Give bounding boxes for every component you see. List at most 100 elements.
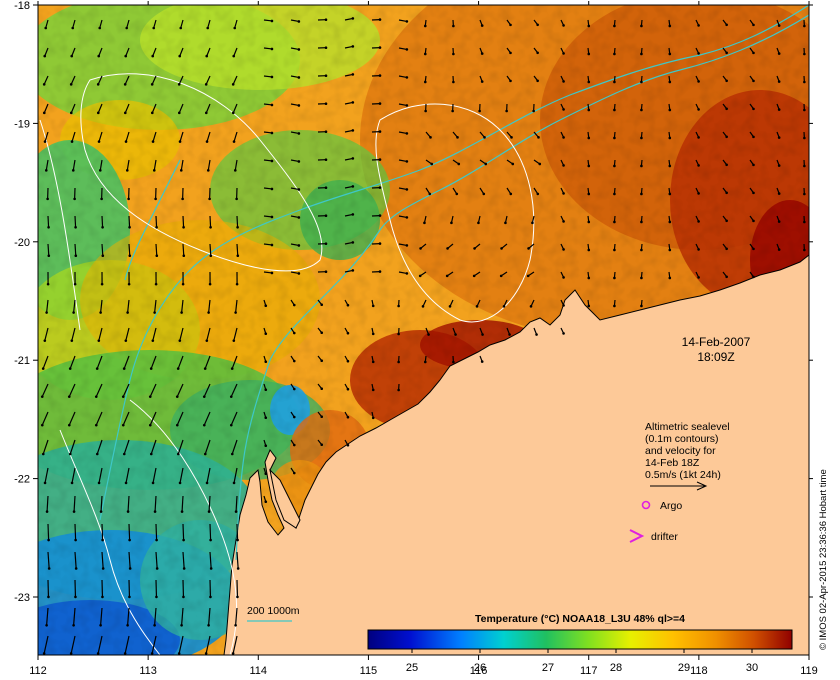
velocity-vector-head bbox=[378, 74, 382, 77]
velocity-vector-head bbox=[231, 652, 235, 655]
velocity-vector-head bbox=[67, 395, 71, 398]
velocity-vector-head bbox=[128, 595, 131, 599]
velocity-vector-head bbox=[270, 215, 274, 219]
velocity-vector-head bbox=[264, 416, 268, 420]
velocity-vector-head bbox=[351, 185, 355, 188]
velocity-vector bbox=[398, 271, 407, 275]
velocity-vector-head bbox=[668, 192, 672, 196]
velocity-vector-head bbox=[587, 24, 591, 28]
latitude-axis: -18 -19 -20 -21 -22 -23 bbox=[14, 0, 813, 604]
velocity-vector bbox=[47, 551, 50, 569]
velocity-vector-head bbox=[234, 623, 237, 627]
velocity-vector bbox=[344, 73, 353, 77]
velocity-vector bbox=[152, 47, 157, 57]
velocity-vector bbox=[344, 269, 353, 273]
velocity-vector-head bbox=[72, 510, 76, 513]
velocity-vector-head bbox=[123, 652, 127, 655]
velocity-vector bbox=[124, 103, 130, 114]
velocity-vector-head bbox=[233, 169, 237, 172]
velocity-vector-head bbox=[232, 54, 236, 58]
velocity-vector bbox=[122, 411, 130, 426]
velocity-vector bbox=[125, 467, 130, 484]
velocity-vector bbox=[95, 411, 103, 426]
velocity-vector-head bbox=[455, 192, 459, 196]
velocity-vector-head bbox=[270, 19, 274, 23]
velocity-vector-head bbox=[587, 248, 591, 252]
velocity-vector-head bbox=[320, 331, 324, 335]
velocity-vector-head bbox=[587, 276, 591, 280]
velocity-vector-head bbox=[613, 108, 616, 112]
velocity-vector bbox=[69, 439, 76, 455]
velocity-vector-head bbox=[155, 254, 159, 258]
velocity-vector-head bbox=[371, 332, 375, 336]
velocity-vector bbox=[155, 243, 158, 256]
velocity-vector-head bbox=[47, 595, 50, 599]
velocity-vector-head bbox=[405, 216, 409, 219]
velocity-vector bbox=[290, 47, 299, 51]
velocity-vector bbox=[101, 523, 104, 541]
velocity-vector-head bbox=[536, 192, 540, 196]
velocity-vector bbox=[128, 523, 131, 541]
velocity-vector-head bbox=[450, 221, 453, 225]
velocity-vector-head bbox=[178, 481, 182, 485]
velocity-vector-head bbox=[151, 140, 155, 143]
velocity-vector bbox=[178, 635, 184, 654]
velocity-vector-head bbox=[324, 270, 328, 273]
velocity-vector-head bbox=[41, 367, 45, 370]
velocity-vector-head bbox=[122, 452, 126, 456]
lon-tick-label: 118 bbox=[690, 665, 708, 677]
longitude-axis: 112 113 114 115 116 117 118 119 bbox=[29, 1, 818, 677]
velocity-vector bbox=[44, 467, 49, 484]
velocity-vector-head bbox=[587, 52, 591, 56]
velocity-vector bbox=[95, 383, 103, 397]
velocity-vector-head bbox=[101, 595, 104, 599]
velocity-vector-head bbox=[351, 45, 355, 48]
velocity-vector-head bbox=[405, 160, 409, 163]
velocity-vector bbox=[344, 241, 353, 245]
velocity-vector bbox=[290, 187, 299, 191]
velocity-vector-head bbox=[777, 108, 781, 111]
lon-tick-label: 113 bbox=[139, 665, 157, 677]
velocity-vector bbox=[176, 383, 184, 397]
velocity-vector-head bbox=[229, 395, 233, 398]
velocity-vector-head bbox=[451, 109, 454, 113]
velocity-vector-head bbox=[229, 423, 233, 427]
velocity-vector-head bbox=[511, 162, 515, 166]
velocity-vector-head bbox=[152, 26, 156, 30]
velocity-vector-head bbox=[206, 26, 210, 30]
velocity-vector-head bbox=[70, 140, 74, 143]
velocity-vector-head bbox=[297, 188, 301, 191]
velocity-vector-head bbox=[725, 191, 728, 195]
velocity-vector-head bbox=[427, 333, 430, 336]
lon-tick-label: 112 bbox=[29, 665, 47, 677]
colorbar-tick-label: 25 bbox=[406, 662, 418, 674]
velocity-vector-head bbox=[235, 282, 239, 286]
velocity-vector-head bbox=[502, 305, 506, 308]
velocity-vector-head bbox=[452, 52, 455, 56]
velocity-vector-head bbox=[231, 111, 235, 115]
velocity-vector-head bbox=[482, 192, 486, 196]
velocity-vector bbox=[233, 47, 238, 57]
velocity-vector-head bbox=[371, 388, 375, 392]
velocity-vector bbox=[180, 19, 184, 29]
velocity-vector bbox=[44, 327, 49, 341]
velocity-vector-head bbox=[204, 83, 208, 86]
isobath-legend: 200 1000m bbox=[247, 605, 300, 622]
velocity-vector bbox=[263, 187, 273, 190]
velocity-vector bbox=[176, 411, 184, 426]
velocity-vector-head bbox=[121, 395, 125, 398]
velocity-vector bbox=[180, 159, 184, 171]
velocity-vector-head bbox=[320, 303, 324, 307]
velocity-vector-head bbox=[421, 305, 425, 308]
velocity-vector-head bbox=[397, 332, 400, 336]
velocity-vector-head bbox=[378, 214, 382, 217]
velocity-vector bbox=[101, 243, 104, 256]
velocity-vector-head bbox=[203, 367, 207, 370]
velocity-vector-head bbox=[128, 254, 132, 258]
velocity-vector bbox=[177, 439, 184, 455]
velocity-vector bbox=[100, 299, 103, 313]
velocity-vector-head bbox=[371, 416, 375, 420]
velocity-vector-head bbox=[124, 481, 128, 485]
velocity-vector-head bbox=[537, 136, 540, 139]
velocity-vector-head bbox=[478, 109, 481, 113]
